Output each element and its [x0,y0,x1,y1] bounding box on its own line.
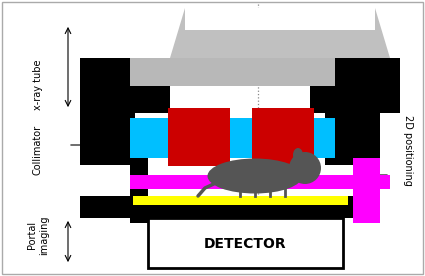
Bar [252,108,314,166]
Text: Collimator: Collimator [33,125,43,175]
Text: DETECTOR: DETECTOR [204,237,286,251]
Bar [80,58,170,113]
Bar [80,196,380,218]
Bar [80,110,135,165]
Bar [168,108,230,166]
Bar [130,118,335,158]
Bar [148,218,343,268]
Circle shape [289,152,321,184]
Text: x-ray tube: x-ray tube [33,60,43,110]
Ellipse shape [293,148,303,162]
Bar [133,196,348,205]
Bar [310,58,400,113]
Ellipse shape [207,158,303,193]
Polygon shape [170,8,390,58]
Bar [185,8,375,30]
Bar [130,58,335,86]
Bar [325,110,380,165]
Bar [353,158,380,223]
Bar [130,158,148,223]
Text: 2D positioning: 2D positioning [403,115,413,185]
Bar [130,175,390,189]
Text: Portal
imaging: Portal imaging [27,215,49,255]
